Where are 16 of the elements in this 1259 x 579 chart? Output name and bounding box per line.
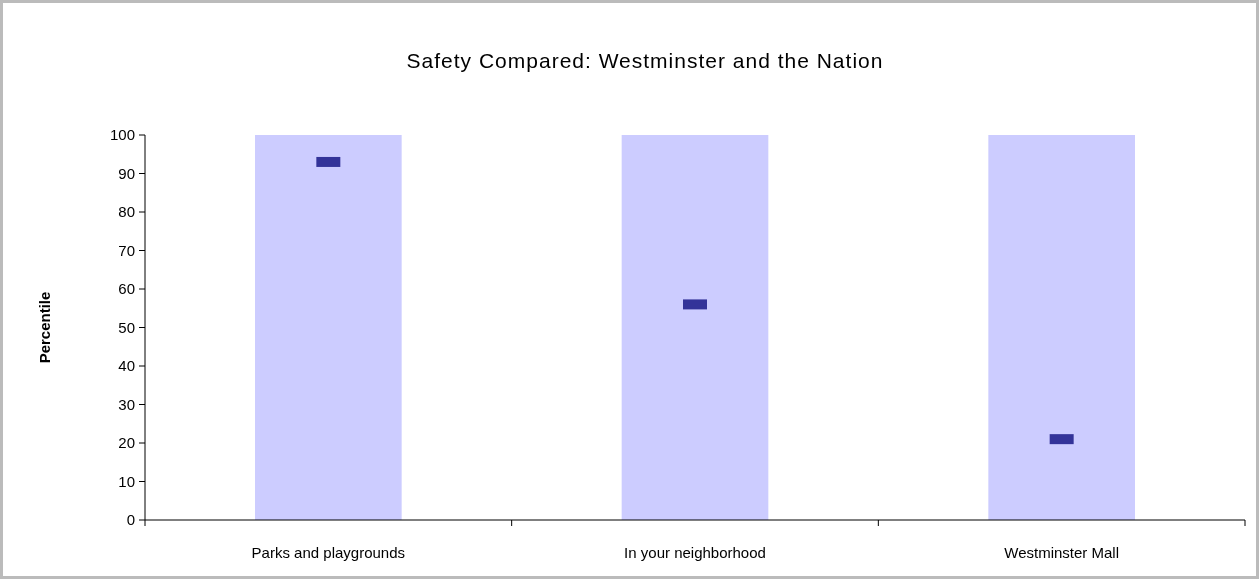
x-tick-label: Parks and playgrounds xyxy=(251,544,406,561)
y-tick-label: 70 xyxy=(118,241,135,259)
y-tick-label: 100 xyxy=(109,126,135,144)
chart-title: Safety Compared: Westminster and the Nation xyxy=(406,49,884,72)
y-tick-label: 20 xyxy=(118,434,135,452)
y-tick-label: 40 xyxy=(118,357,135,375)
x-tick-label: In your neighborhood xyxy=(624,544,766,561)
y-tick-label: 80 xyxy=(118,203,135,221)
y-axis-title: Percentile xyxy=(36,291,53,364)
y-tick-label: 60 xyxy=(118,280,135,298)
y-tick-label: 90 xyxy=(118,164,135,182)
y-tick-label: 30 xyxy=(118,395,135,413)
y-tick-label: 0 xyxy=(126,511,135,529)
x-tick-label: Westminster Mall xyxy=(1004,544,1120,561)
y-tick-label: 10 xyxy=(118,472,135,490)
y-tick-label: 50 xyxy=(118,318,135,336)
